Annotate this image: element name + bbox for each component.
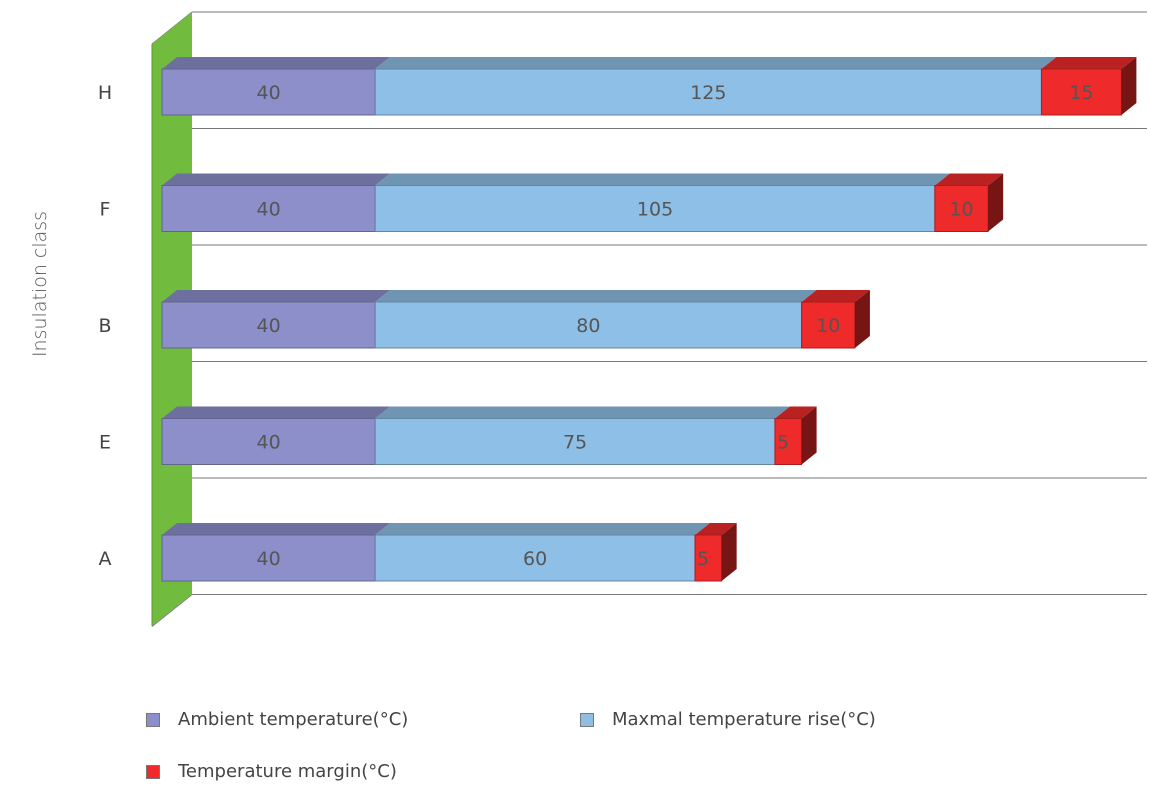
bar-top-face: [1041, 57, 1137, 69]
bar-front-face: [161, 185, 376, 232]
bar-top-face: [375, 523, 710, 535]
bar-segment: [161, 523, 391, 582]
bar-front-face: [374, 68, 1042, 116]
bar-series: [161, 57, 1137, 582]
bar-front-face: [161, 534, 376, 582]
bar-top-face: [162, 290, 391, 302]
data-labels: 40 125 15 40 105 10 40 80 10 40 75 5 40 60 5: [257, 82, 1094, 570]
data-label: 40: [257, 548, 281, 570]
category-label: H: [98, 82, 112, 104]
bar-side-face: [854, 290, 870, 348]
data-label: 75: [563, 432, 587, 454]
data-label: 15: [1069, 82, 1093, 104]
legend-item-ambient: Ambient temperature(°C): [146, 709, 408, 730]
bar-segment: [374, 57, 1057, 116]
bar-segment: [161, 406, 391, 465]
bar-segment: [374, 523, 710, 582]
bar-top-face: [375, 57, 1057, 69]
bar-front-face: [1040, 68, 1122, 116]
bar-top-face: [162, 523, 391, 535]
y-axis-label: Insulation class: [29, 211, 51, 357]
bar-segment: [161, 173, 391, 232]
legend-label: Temperature margin(°C): [178, 761, 397, 782]
bar-top-face: [375, 173, 950, 186]
legend-swatch: [146, 712, 160, 727]
category-label: A: [99, 548, 112, 570]
data-label: 105: [637, 199, 673, 221]
category-label: B: [98, 315, 111, 337]
bar-top-face: [162, 406, 391, 419]
bar-segment: [374, 290, 817, 349]
data-label: 40: [257, 82, 281, 104]
bar-side-face: [988, 173, 1004, 232]
bar-segment: [161, 57, 391, 116]
legend: Ambient temperature(°C) Maxmal temperatu…: [146, 700, 1046, 782]
category-label: F: [100, 199, 111, 221]
data-label: 125: [690, 82, 726, 104]
legend-item-margin: Temperature margin(°C): [146, 761, 397, 782]
bar-front-face: [161, 68, 376, 116]
bar-segment: [774, 406, 817, 465]
bar-segment: [374, 406, 790, 465]
data-label: 80: [576, 315, 600, 337]
data-label: 5: [777, 432, 789, 454]
bar-top-face: [934, 173, 1004, 186]
bar-top-face: [162, 57, 391, 69]
bar-side-face: [721, 523, 737, 581]
bar-front-face: [374, 185, 936, 232]
legend-swatch: [580, 712, 594, 727]
bar-front-face: [161, 301, 376, 349]
bar-front-face: [934, 185, 989, 232]
bar-segment: [934, 173, 1004, 232]
bar-segment: [374, 173, 950, 232]
bar-top-face: [801, 290, 870, 302]
bar-segment: [801, 290, 870, 349]
bar-front-face: [374, 301, 803, 349]
legend-label: Ambient temperature(°C): [178, 709, 409, 730]
category-label: E: [99, 432, 111, 454]
bar-front-face: [374, 418, 776, 465]
bar-top-face: [162, 173, 391, 186]
bar-top-face: [774, 406, 817, 419]
bar-segment: [161, 290, 391, 349]
bar-top-face: [375, 290, 817, 302]
bar-side-face: [1121, 57, 1137, 115]
legend-item-max-rise: Maxmal temperature rise(°C): [580, 709, 876, 730]
legend-label: Maxmal temperature rise(°C): [612, 709, 876, 730]
bar-top-face: [375, 406, 790, 419]
gridline-diagonal: [151, 594, 193, 627]
bar-front-face: [374, 534, 696, 582]
bar-front-face: [694, 534, 723, 582]
legend-swatch: [146, 764, 160, 779]
data-label: 40: [257, 432, 281, 454]
bar-segment: [1040, 57, 1137, 116]
bar-segment: [694, 523, 737, 582]
bar-front-face: [161, 418, 376, 465]
bar-top-face: [695, 523, 737, 535]
bar-front-face: [774, 418, 803, 465]
data-label: 5: [697, 548, 709, 570]
data-label: 40: [257, 199, 281, 221]
category-labels: H F B E A: [98, 82, 112, 570]
data-label: 40: [257, 315, 281, 337]
data-label: 10: [949, 199, 973, 221]
data-label: 60: [523, 548, 547, 570]
bar-side-face: [801, 406, 817, 465]
data-label: 10: [816, 315, 840, 337]
bar-front-face: [801, 301, 856, 349]
